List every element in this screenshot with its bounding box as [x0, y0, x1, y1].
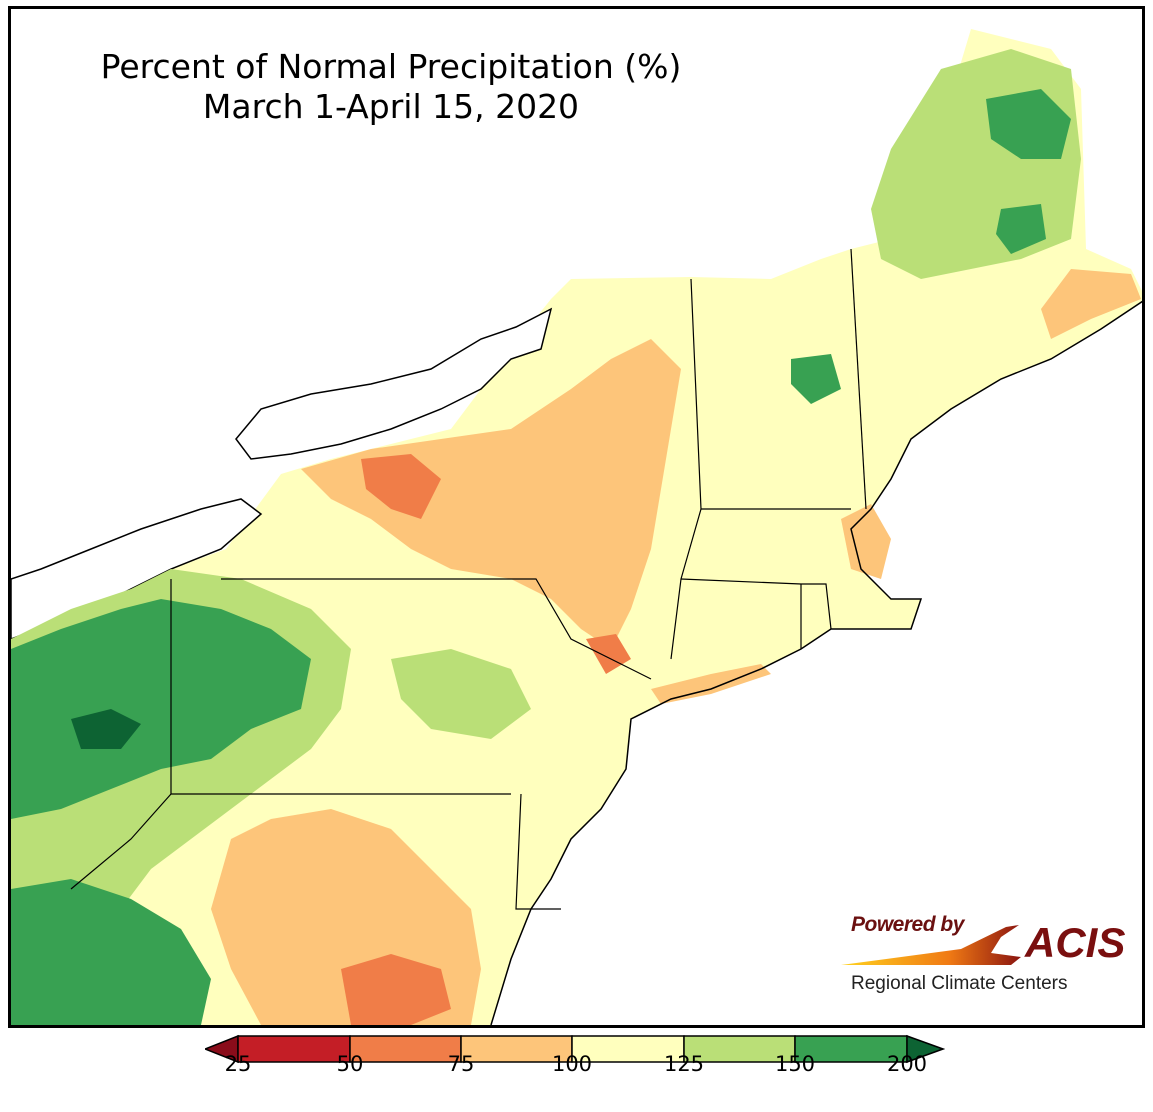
legend-bin-125-150 [683, 1035, 796, 1063]
state-borders [70, 248, 867, 910]
legend-tick-75: 75 [447, 1052, 475, 1076]
region-orange-maine-coast [1041, 269, 1141, 339]
legend-tick-200: 200 [886, 1052, 928, 1076]
lake-ontario [235, 307, 553, 460]
legend-tick-100: 100 [551, 1052, 593, 1076]
legend-over-arrow [906, 1034, 945, 1064]
title-line1: Percent of Normal Precipitation (%) [100, 47, 682, 86]
region-red-south [341, 954, 451, 1025]
coastline [490, 300, 1142, 1025]
region-darkgreen-maine2 [996, 204, 1046, 254]
legend-tick-25: 25 [224, 1052, 252, 1076]
region-orange-ma [841, 504, 891, 579]
region-lightgreen-pa [391, 649, 531, 739]
legend-tick-150: 150 [774, 1052, 816, 1076]
region-lightgreen-maine [871, 49, 1081, 279]
title-line2: March 1-April 15, 2020 [202, 87, 580, 126]
map-panel: Percent of Normal Precipitation (%) Marc… [8, 6, 1145, 1028]
acis-swoosh-icon [841, 925, 1021, 965]
regional-climate-centers-text: Regional Climate Centers [851, 973, 1068, 994]
powered-by-text: Powered by [851, 913, 964, 936]
region-darkgreen-nh [791, 354, 841, 404]
legend-bin-50-75 [349, 1035, 462, 1063]
region-darkgreen-maine [986, 89, 1071, 159]
acis-logo: Powered by ACIS Regional Climate Centers [841, 909, 1131, 1009]
legend-tick-50: 50 [336, 1052, 364, 1076]
region-over200-west [71, 709, 141, 749]
region-darkgreen-west [11, 599, 311, 819]
acis-text: ACIS [1025, 919, 1126, 966]
region-orange-ny [301, 339, 681, 649]
color-legend [205, 1034, 945, 1064]
region-darkgreen-sw [11, 879, 211, 1025]
legend-bin-75-100 [460, 1035, 573, 1063]
precipitation-map [11, 29, 1142, 1025]
legend-bin-100-125 [571, 1035, 685, 1063]
legend-bin-150-200 [794, 1035, 908, 1063]
map-title: Percent of Normal Precipitation (%) Marc… [41, 47, 741, 127]
region-orange-longisland [651, 664, 771, 704]
legend-bin-25-50 [237, 1035, 351, 1063]
legend-tick-125: 125 [663, 1052, 705, 1076]
region-red-ny [361, 454, 441, 519]
